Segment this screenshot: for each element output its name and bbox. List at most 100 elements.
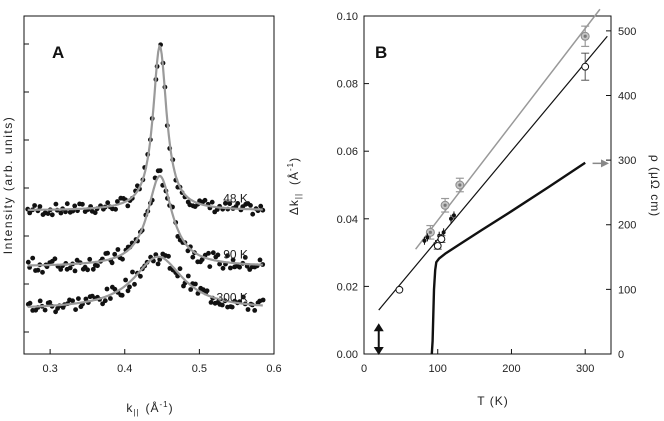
data-point: [120, 256, 125, 262]
data-point: [113, 206, 118, 212]
small-data-point: [422, 238, 427, 243]
data-point: [175, 234, 181, 239]
data-point: [73, 307, 78, 312]
data-point: [127, 284, 132, 290]
panel-b: B 0.00 0.02 0.04 0.06 0.08 0.10 0 100 200 300 400…: [286, 8, 662, 408]
data-point: [206, 250, 211, 256]
fit-line: [27, 44, 263, 211]
data-point: [70, 298, 75, 304]
data-point: [72, 268, 78, 274]
panel-b-letter: B: [375, 43, 387, 62]
data-point: [190, 254, 196, 260]
data-point: [230, 257, 236, 263]
panel-b-arrows: [373, 159, 609, 355]
data-point: [437, 235, 446, 243]
data-point: [102, 298, 108, 304]
data-point: [248, 203, 253, 208]
left-y-tick-label: 0.02: [337, 281, 358, 293]
data-point: [45, 211, 51, 217]
panel-a-y-axis-title: Intensity (arb. units): [1, 116, 15, 254]
x-tick-label: 0: [361, 363, 367, 375]
right-y-tick-label: 200: [618, 220, 636, 232]
small-data-point: [441, 230, 446, 235]
panel-b-x-axis-title: T (K): [477, 394, 508, 408]
data-point: [63, 209, 68, 215]
data-point: [119, 292, 125, 298]
data-point: [581, 62, 590, 71]
panel-b-left-y-ticks: 0.00 0.02 0.04 0.06 0.08 0.10: [337, 11, 369, 361]
double-arrow-head-down: [373, 347, 384, 355]
data-point: [125, 288, 131, 294]
data-point: [242, 255, 248, 260]
data-point: [138, 273, 143, 279]
data-point-center: [583, 34, 587, 38]
data-point: [83, 296, 89, 302]
data-point: [80, 201, 85, 207]
data-point: [104, 286, 110, 292]
right-y-tick-label: 400: [618, 90, 636, 102]
fit-line: [27, 174, 263, 267]
data-point: [257, 257, 263, 263]
data-point: [32, 203, 37, 208]
data-point: [177, 266, 183, 272]
small-data-point: [425, 235, 430, 240]
data-point: [193, 281, 198, 287]
data-point: [109, 260, 115, 266]
data-point: [125, 203, 131, 209]
panel-b-left-y-axis-title: Δk||(Å-1): [286, 157, 303, 215]
data-point: [105, 250, 110, 256]
data-point: [130, 269, 135, 275]
data-point: [25, 259, 31, 265]
data-point: [37, 298, 43, 304]
data-point: [64, 201, 70, 207]
data-point: [132, 281, 137, 287]
data-point: [395, 285, 404, 294]
data-point: [207, 264, 213, 269]
panel-b-right-y-ticks: 0 100 200 300 400 500: [606, 26, 636, 361]
data-point: [185, 273, 191, 279]
data-point: [27, 300, 33, 306]
data-point: [209, 199, 215, 205]
panel-a: A 0.3 0.4 0.5 0.6 48 K 90 K 300 K Intensity (…: [1, 15, 282, 417]
data-point: [217, 261, 223, 267]
data-point: [240, 294, 246, 300]
right-y-tick-label: 0: [618, 349, 624, 361]
series-label: 90 K: [223, 248, 248, 262]
panel-b-x-ticks: 0 100 200 300: [361, 349, 594, 375]
fit-line: [27, 255, 263, 308]
data-point-center: [458, 183, 462, 187]
panel-a-x-axis-title: k|| (Å-1): [126, 400, 173, 417]
x-tick-label: 100: [429, 363, 447, 375]
data-point-center: [428, 230, 432, 234]
data-point: [58, 267, 64, 272]
data-point: [208, 300, 214, 305]
data-point: [235, 201, 241, 206]
data-point: [220, 265, 226, 271]
data-point: [237, 264, 243, 270]
series-label: 300 K: [217, 290, 248, 304]
left-y-tick-label: 0.04: [337, 214, 358, 226]
data-point: [67, 265, 73, 271]
data-point: [92, 210, 98, 216]
data-point: [95, 263, 100, 269]
data-point: [223, 200, 228, 206]
data-point: [115, 247, 121, 252]
data-point: [72, 203, 78, 209]
data-point: [227, 201, 233, 207]
data-point: [252, 308, 258, 313]
data-point: [202, 197, 208, 203]
data-point: [199, 257, 205, 262]
data-point: [37, 204, 43, 209]
data-point: [229, 304, 235, 310]
data-point: [258, 203, 264, 209]
panel-a-series: 48 K 90 K 300 K: [25, 42, 266, 315]
x-tick-label: 0.4: [117, 363, 132, 375]
series-resistivity: [430, 161, 586, 355]
data-point: [219, 302, 225, 308]
data-point-center: [443, 203, 447, 207]
left-y-tick-label: 0.08: [337, 79, 358, 91]
panel-b-right-y-axis-title: ρ (μΩ cm): [648, 155, 662, 217]
data-point: [433, 241, 442, 250]
series-open-circles: [378, 35, 608, 311]
data-point: [27, 210, 33, 216]
